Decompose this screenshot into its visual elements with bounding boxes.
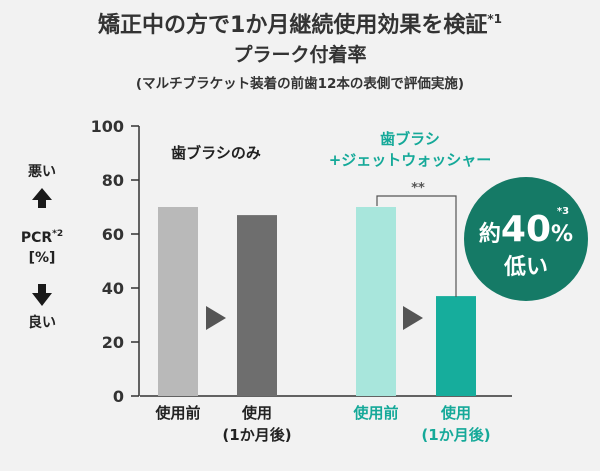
badge-footnote: *3 [557,206,569,217]
transition-arrow-icon-1 [206,306,226,330]
y-axis-label-pcr: PCR*2 [21,229,63,246]
reduction-badge [464,177,588,301]
arrow-up-icon [32,188,52,208]
x-category-label: 使用前 [352,404,398,422]
y-axis-label-unit: [%] [29,250,56,266]
bad-label: 悪い [28,164,56,180]
x-category-label: 使用 [241,404,272,422]
significance-bracket [376,195,457,297]
chart-title-line1: 矯正中の方で1か月継続使用効果を検証*1 [98,12,502,38]
bar-3 [356,207,396,396]
badge-line2: 低い [503,255,548,280]
y-tick-label: 100 [91,117,124,136]
bar-4 [436,296,476,396]
x-category-label: 使用 [440,404,471,422]
chart-subtitle: (マルチブラケット装着の前歯12本の表側で評価実施) [136,75,464,92]
group-label-brush-only: 歯ブラシのみ [171,144,261,162]
bars [158,207,476,396]
group-label-washer-line1: 歯ブラシ [380,130,440,148]
bar-2 [237,215,277,396]
y-tick-label: 0 [113,387,124,406]
badge-line1: 約40% [479,209,573,250]
transition-arrow-icon-2 [403,306,423,330]
good-label: 良い [28,314,56,331]
y-tick-label: 60 [102,225,124,244]
x-category-label: 使用前 [154,404,200,422]
y-tick-label: 20 [102,333,124,352]
x-category-sublabel: (1か月後) [222,426,291,444]
y-tick-label: 40 [102,279,124,298]
arrow-down-icon [32,284,52,306]
bar-1 [158,207,198,396]
chart-title-line2: プラーク付着率 [233,43,366,66]
significance-marker: ** [411,181,425,196]
group-label-washer-line2: +ジェットウォッシャー [329,151,492,169]
y-tick-label: 80 [102,171,124,190]
x-axis-labels: 使用前 使用 (1か月後) 使用前 使用 (1か月後) [154,404,490,444]
y-axis: 0 20 40 60 80 100 [91,117,140,406]
x-category-sublabel: (1か月後) [421,426,490,444]
